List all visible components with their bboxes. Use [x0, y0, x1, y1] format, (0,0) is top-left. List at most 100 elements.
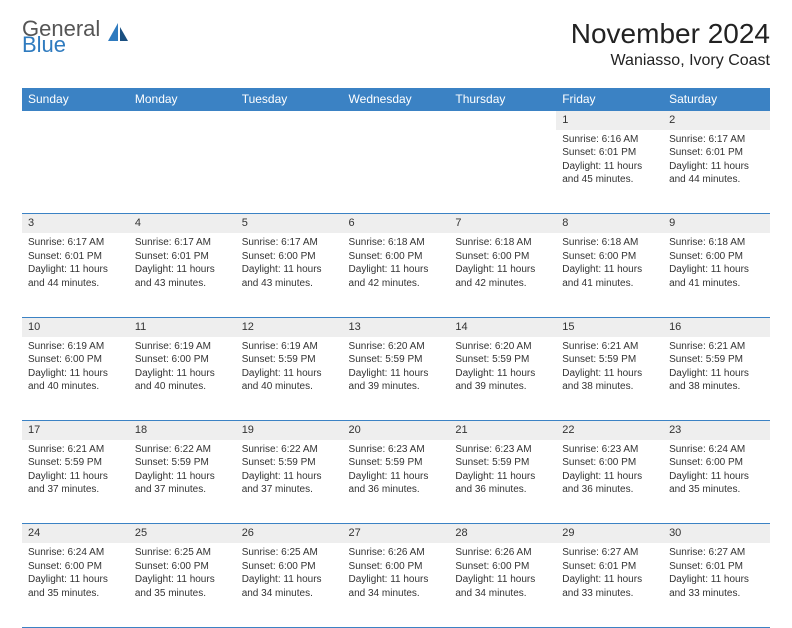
sunset-text: Sunset: 5:59 PM	[28, 456, 123, 470]
day-detail: Sunrise: 6:21 AMSunset: 5:59 PMDaylight:…	[28, 443, 123, 497]
day-number: 26	[236, 524, 343, 543]
daynum-row: 10111213141516	[22, 317, 770, 336]
day-number: 12	[236, 317, 343, 336]
sunrise-text: Sunrise: 6:21 AM	[28, 443, 123, 457]
day-cell: Sunrise: 6:18 AMSunset: 6:00 PMDaylight:…	[449, 233, 556, 317]
sunrise-text: Sunrise: 6:19 AM	[135, 340, 230, 354]
day-number: 22	[556, 421, 663, 440]
sunrise-text: Sunrise: 6:18 AM	[455, 236, 550, 250]
daylight-text: Daylight: 11 hours and 44 minutes.	[28, 263, 123, 290]
day-detail: Sunrise: 6:18 AMSunset: 6:00 PMDaylight:…	[562, 236, 657, 290]
day-cell: Sunrise: 6:21 AMSunset: 5:59 PMDaylight:…	[556, 337, 663, 421]
day-number: 7	[449, 214, 556, 233]
day-cell: Sunrise: 6:18 AMSunset: 6:00 PMDaylight:…	[556, 233, 663, 317]
day-detail: Sunrise: 6:17 AMSunset: 6:00 PMDaylight:…	[242, 236, 337, 290]
day-number: 24	[22, 524, 129, 543]
day-number: 13	[343, 317, 450, 336]
day-detail: Sunrise: 6:17 AMSunset: 6:01 PMDaylight:…	[28, 236, 123, 290]
day-detail: Sunrise: 6:27 AMSunset: 6:01 PMDaylight:…	[562, 546, 657, 600]
day-header: Tuesday	[236, 88, 343, 111]
day-content-row: Sunrise: 6:16 AMSunset: 6:01 PMDaylight:…	[22, 130, 770, 214]
day-detail: Sunrise: 6:19 AMSunset: 6:00 PMDaylight:…	[135, 340, 230, 394]
sunset-text: Sunset: 6:00 PM	[455, 560, 550, 574]
day-cell: Sunrise: 6:27 AMSunset: 6:01 PMDaylight:…	[556, 543, 663, 627]
day-cell: Sunrise: 6:23 AMSunset: 5:59 PMDaylight:…	[343, 440, 450, 524]
daylight-text: Daylight: 11 hours and 42 minutes.	[455, 263, 550, 290]
day-number: 6	[343, 214, 450, 233]
day-cell: Sunrise: 6:19 AMSunset: 5:59 PMDaylight:…	[236, 337, 343, 421]
day-cell: Sunrise: 6:26 AMSunset: 6:00 PMDaylight:…	[343, 543, 450, 627]
daylight-text: Daylight: 11 hours and 35 minutes.	[135, 573, 230, 600]
daylight-text: Daylight: 11 hours and 42 minutes.	[349, 263, 444, 290]
sunrise-text: Sunrise: 6:18 AM	[562, 236, 657, 250]
daylight-text: Daylight: 11 hours and 40 minutes.	[28, 367, 123, 394]
day-number: 19	[236, 421, 343, 440]
day-header: Sunday	[22, 88, 129, 111]
sunrise-text: Sunrise: 6:17 AM	[135, 236, 230, 250]
day-number: 21	[449, 421, 556, 440]
daynum-row: 3456789	[22, 214, 770, 233]
daylight-text: Daylight: 11 hours and 38 minutes.	[669, 367, 764, 394]
sunset-text: Sunset: 6:00 PM	[349, 250, 444, 264]
day-content-row: Sunrise: 6:24 AMSunset: 6:00 PMDaylight:…	[22, 543, 770, 627]
daylight-text: Daylight: 11 hours and 43 minutes.	[135, 263, 230, 290]
daylight-text: Daylight: 11 hours and 33 minutes.	[669, 573, 764, 600]
day-cell: Sunrise: 6:18 AMSunset: 6:00 PMDaylight:…	[663, 233, 770, 317]
sunset-text: Sunset: 6:00 PM	[669, 250, 764, 264]
day-detail: Sunrise: 6:20 AMSunset: 5:59 PMDaylight:…	[455, 340, 550, 394]
sunset-text: Sunset: 6:00 PM	[669, 456, 764, 470]
day-number: 20	[343, 421, 450, 440]
day-cell: Sunrise: 6:16 AMSunset: 6:01 PMDaylight:…	[556, 130, 663, 214]
daylight-text: Daylight: 11 hours and 41 minutes.	[669, 263, 764, 290]
day-cell: Sunrise: 6:20 AMSunset: 5:59 PMDaylight:…	[343, 337, 450, 421]
sunrise-text: Sunrise: 6:26 AM	[349, 546, 444, 560]
sunrise-text: Sunrise: 6:18 AM	[669, 236, 764, 250]
sunrise-text: Sunrise: 6:17 AM	[242, 236, 337, 250]
day-number: 3	[22, 214, 129, 233]
day-detail: Sunrise: 6:18 AMSunset: 6:00 PMDaylight:…	[455, 236, 550, 290]
sunset-text: Sunset: 5:59 PM	[455, 353, 550, 367]
sunrise-text: Sunrise: 6:23 AM	[349, 443, 444, 457]
sunrise-text: Sunrise: 6:20 AM	[455, 340, 550, 354]
daylight-text: Daylight: 11 hours and 37 minutes.	[28, 470, 123, 497]
day-cell: Sunrise: 6:17 AMSunset: 6:01 PMDaylight:…	[129, 233, 236, 317]
sunset-text: Sunset: 6:00 PM	[28, 560, 123, 574]
day-detail: Sunrise: 6:23 AMSunset: 5:59 PMDaylight:…	[349, 443, 444, 497]
sunset-text: Sunset: 5:59 PM	[349, 353, 444, 367]
day-number	[22, 111, 129, 130]
sunset-text: Sunset: 5:59 PM	[242, 353, 337, 367]
day-content-row: Sunrise: 6:19 AMSunset: 6:00 PMDaylight:…	[22, 337, 770, 421]
daylight-text: Daylight: 11 hours and 35 minutes.	[669, 470, 764, 497]
day-cell: Sunrise: 6:24 AMSunset: 6:00 PMDaylight:…	[663, 440, 770, 524]
sunrise-text: Sunrise: 6:27 AM	[562, 546, 657, 560]
daynum-row: 24252627282930	[22, 524, 770, 543]
daylight-text: Daylight: 11 hours and 35 minutes.	[28, 573, 123, 600]
sunrise-text: Sunrise: 6:22 AM	[135, 443, 230, 457]
sunrise-text: Sunrise: 6:23 AM	[562, 443, 657, 457]
daylight-text: Daylight: 11 hours and 39 minutes.	[349, 367, 444, 394]
daylight-text: Daylight: 11 hours and 36 minutes.	[455, 470, 550, 497]
day-detail: Sunrise: 6:26 AMSunset: 6:00 PMDaylight:…	[349, 546, 444, 600]
sunset-text: Sunset: 6:01 PM	[135, 250, 230, 264]
header: General Blue November 2024 Waniasso, Ivo…	[22, 18, 770, 70]
day-cell: Sunrise: 6:26 AMSunset: 6:00 PMDaylight:…	[449, 543, 556, 627]
day-number	[449, 111, 556, 130]
day-detail: Sunrise: 6:27 AMSunset: 6:01 PMDaylight:…	[669, 546, 764, 600]
day-number: 25	[129, 524, 236, 543]
sunrise-text: Sunrise: 6:20 AM	[349, 340, 444, 354]
day-cell: Sunrise: 6:19 AMSunset: 6:00 PMDaylight:…	[129, 337, 236, 421]
sunrise-text: Sunrise: 6:23 AM	[455, 443, 550, 457]
sunset-text: Sunset: 6:00 PM	[349, 560, 444, 574]
day-number	[343, 111, 450, 130]
day-detail: Sunrise: 6:25 AMSunset: 6:00 PMDaylight:…	[135, 546, 230, 600]
day-detail: Sunrise: 6:24 AMSunset: 6:00 PMDaylight:…	[28, 546, 123, 600]
sunrise-text: Sunrise: 6:18 AM	[349, 236, 444, 250]
daylight-text: Daylight: 11 hours and 43 minutes.	[242, 263, 337, 290]
day-detail: Sunrise: 6:18 AMSunset: 6:00 PMDaylight:…	[669, 236, 764, 290]
day-number: 30	[663, 524, 770, 543]
day-number: 16	[663, 317, 770, 336]
day-detail: Sunrise: 6:23 AMSunset: 5:59 PMDaylight:…	[455, 443, 550, 497]
day-number: 11	[129, 317, 236, 336]
day-detail: Sunrise: 6:23 AMSunset: 6:00 PMDaylight:…	[562, 443, 657, 497]
day-number: 9	[663, 214, 770, 233]
